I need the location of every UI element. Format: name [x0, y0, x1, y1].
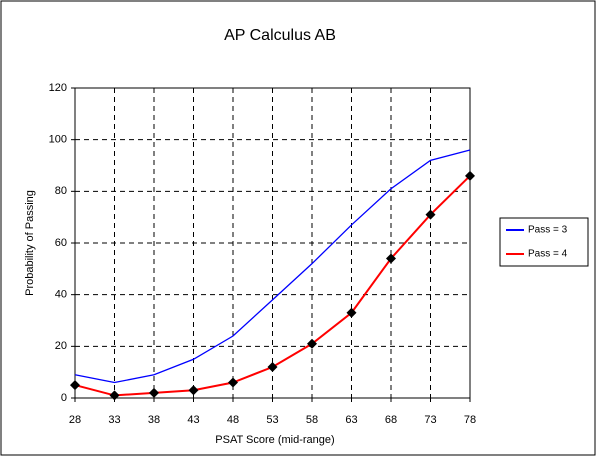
legend-label: Pass = 3	[528, 225, 568, 236]
y-tick-label: 60	[55, 237, 67, 249]
data-marker	[149, 387, 159, 398]
x-tick-label: 78	[464, 414, 476, 426]
y-axis-label: Probability of Passing	[24, 190, 36, 296]
data-marker	[109, 390, 120, 401]
x-axis-label: PSAT Score (mid-range)	[215, 434, 334, 446]
x-tick-label: 38	[148, 414, 160, 426]
series-line	[74, 149, 471, 384]
x-tick-label: 68	[385, 414, 397, 426]
x-tick-label: 28	[69, 414, 81, 426]
y-tick-label: 20	[55, 340, 67, 352]
data-marker	[307, 338, 317, 349]
y-tick-label: 120	[49, 82, 67, 94]
x-tick-label: 63	[345, 414, 357, 426]
data-marker	[425, 209, 436, 220]
y-tick-label: 0	[61, 392, 67, 404]
chart-title: AP Calculus AB	[224, 27, 336, 44]
x-tick-label: 33	[108, 414, 120, 426]
x-tick-label: 48	[227, 414, 239, 426]
y-tick-label: 100	[49, 134, 67, 146]
data-marker	[228, 377, 238, 388]
data-marker	[188, 385, 199, 396]
data-marker	[465, 170, 475, 181]
data-marker	[267, 362, 278, 372]
legend-label: Pass = 4	[528, 249, 568, 260]
y-tick-label: 40	[55, 289, 67, 301]
data-marker	[386, 253, 396, 264]
data-marker	[70, 380, 80, 391]
x-tick-label: 58	[306, 414, 318, 426]
x-tick-label: 53	[266, 414, 278, 426]
legend-box	[499, 217, 589, 267]
y-tick-label: 80	[55, 185, 67, 197]
x-tick-label: 73	[424, 414, 436, 426]
data-marker	[346, 307, 357, 318]
x-tick-label: 43	[187, 414, 199, 426]
